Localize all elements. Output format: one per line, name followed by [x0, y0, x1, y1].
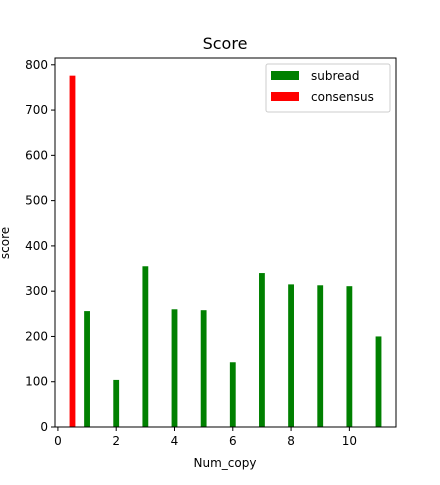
x-tick-label-2: 2: [112, 434, 120, 448]
bar-subread-6: [229, 362, 236, 427]
chart-title: Score: [203, 34, 248, 53]
y-tick-label-200: 200: [25, 329, 48, 343]
bar-subread-11: [375, 336, 382, 427]
x-tick-label-8: 8: [287, 434, 295, 448]
x-tick-label-4: 4: [171, 434, 179, 448]
y-tick-label-600: 600: [25, 148, 48, 162]
x-axis-label: Num_copy: [194, 456, 257, 470]
legend-label-subread: subread: [311, 69, 360, 83]
bar-subread-5: [200, 310, 207, 427]
bars-group: [69, 75, 382, 428]
bar-subread-1: [84, 311, 90, 427]
legend-label-consensus: consensus: [311, 90, 374, 104]
bar-subread-3: [142, 266, 149, 427]
y-tick-label-400: 400: [25, 239, 48, 253]
x-tick-label-10: 10: [342, 434, 357, 448]
y-tick-label-100: 100: [25, 375, 48, 389]
bar-subread-4: [171, 309, 178, 427]
bar-subread-8: [288, 284, 294, 427]
y-axis-ticks: 0 100 200 300 400 500 600 700 800: [25, 58, 55, 434]
y-tick-label-700: 700: [25, 103, 48, 117]
legend-swatch-consensus: [271, 92, 299, 101]
bar-subread-10: [346, 286, 353, 427]
x-tick-label-0: 0: [54, 434, 62, 448]
bar-consensus-0.5: [69, 75, 76, 428]
y-tick-label-300: 300: [25, 284, 48, 298]
bar-subread-7: [259, 273, 265, 427]
y-tick-label-500: 500: [25, 194, 48, 208]
legend-swatch-subread: [271, 71, 299, 80]
x-tick-label-6: 6: [229, 434, 237, 448]
y-tick-label-0: 0: [40, 420, 48, 434]
plot-frame: [54, 57, 397, 428]
bar-subread-2: [113, 379, 120, 427]
bar-subread-9: [317, 285, 324, 427]
y-tick-label-800: 800: [25, 58, 48, 72]
legend: subread consensus: [265, 63, 391, 113]
x-axis-ticks: 0 2 4 6 8 10: [54, 427, 357, 448]
y-axis-label: score: [0, 227, 12, 259]
